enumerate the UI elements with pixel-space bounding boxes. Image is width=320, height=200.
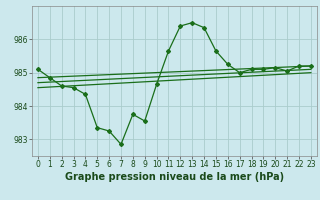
X-axis label: Graphe pression niveau de la mer (hPa): Graphe pression niveau de la mer (hPa)	[65, 172, 284, 182]
